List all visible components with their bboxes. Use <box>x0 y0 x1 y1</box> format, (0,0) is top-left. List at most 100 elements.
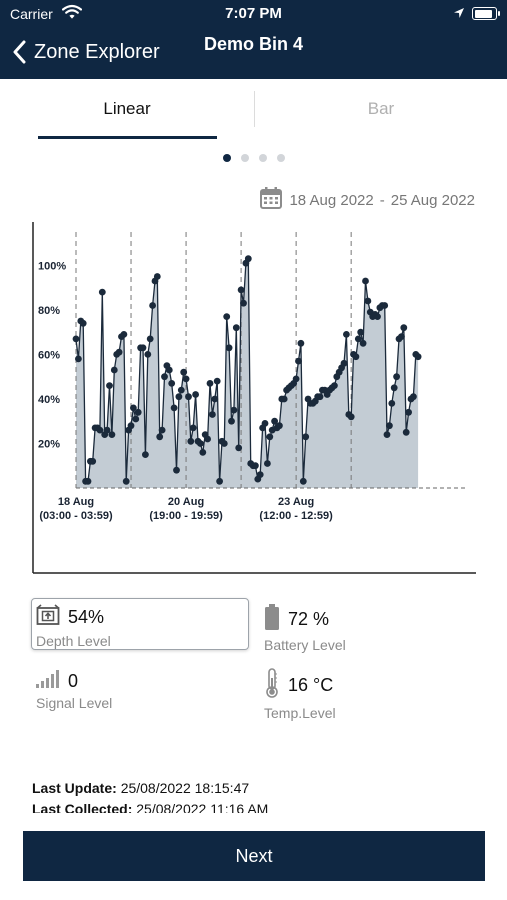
page-dot-1[interactable] <box>222 154 231 162</box>
back-button[interactable]: Zone Explorer <box>12 36 160 68</box>
data-point-76 <box>252 462 259 470</box>
x-tick-date-label: 20 Aug <box>168 496 204 508</box>
clock: 7:07 PM <box>225 5 282 22</box>
back-label: Zone Explorer <box>34 40 160 63</box>
data-point-142 <box>410 393 417 401</box>
data-point-144 <box>414 353 422 361</box>
page-title: Demo Bin 4 <box>203 34 304 54</box>
x-tick-date-label: 18 Aug <box>58 496 94 508</box>
y-tick-label: 40% <box>38 394 60 406</box>
data-point-41 <box>168 380 176 387</box>
data-point-50 <box>189 424 197 432</box>
wifi-icon <box>61 4 83 25</box>
data-point-114 <box>343 331 350 338</box>
data-point-135 <box>393 373 400 381</box>
data-point-61 <box>216 477 224 485</box>
data-point-64 <box>223 313 231 320</box>
data-point-32 <box>146 335 154 343</box>
data-point-78 <box>256 471 264 478</box>
x-tick-range-label: (03:00 - 03:59) <box>39 510 113 522</box>
data-point-57 <box>206 380 214 387</box>
data-point-24 <box>127 422 135 430</box>
data-point-113 <box>340 359 348 367</box>
date-range-end: 25 Aug 2022 <box>390 191 475 209</box>
data-point-70 <box>237 286 245 294</box>
data-point-137 <box>398 333 405 340</box>
data-point-53 <box>197 440 204 447</box>
data-point-119 <box>354 335 362 343</box>
date-range-separator: - <box>379 191 385 209</box>
next-button[interactable]: Next <box>23 831 485 881</box>
battery-icon <box>472 7 500 20</box>
data-point-38 <box>161 373 168 381</box>
thermometer-icon <box>264 668 280 703</box>
status-bar: Carrier 7:07 PM <box>0 0 507 28</box>
tab-linear[interactable]: Linear <box>103 99 151 118</box>
y-tick-label: 100% <box>38 260 66 272</box>
data-point-8 <box>89 457 97 465</box>
x-tick-range-label: (19:00 - 19:59) <box>149 510 223 522</box>
data-point-42 <box>170 404 178 412</box>
data-point-65 <box>225 344 233 352</box>
last-collected-value: 25/08/2022 11:16 AM <box>136 801 269 813</box>
data-point-11 <box>96 426 104 434</box>
data-point-51 <box>192 391 200 398</box>
data-point-97 <box>302 433 310 441</box>
data-point-26 <box>132 415 140 423</box>
data-point-139 <box>402 428 410 436</box>
data-point-67 <box>230 406 238 414</box>
data-point-49 <box>187 437 195 445</box>
data-point-16 <box>108 431 116 438</box>
data-point-88 <box>280 395 288 403</box>
data-point-103 <box>316 393 324 401</box>
chart-area-fill <box>76 258 419 488</box>
data-point-1 <box>72 335 80 343</box>
y-tick-label: 20% <box>38 438 60 450</box>
data-point-133 <box>388 400 396 407</box>
data-point-71 <box>240 299 247 307</box>
data-point-21 <box>120 331 128 338</box>
temperature-label: Temp.Level <box>264 705 336 721</box>
data-point-122 <box>362 277 369 285</box>
last-collected: Last Collected: 25/08/2022 11:16 AM <box>32 801 268 813</box>
page-dot-3[interactable] <box>258 154 267 162</box>
depth-chart[interactable]: 100% 80% 60% 40% 20% 18 Aug (03:00 - 03:59) 20 … <box>32 222 476 574</box>
page-dot-4[interactable] <box>276 154 285 162</box>
x-tick-date-label: 23 Aug <box>278 496 314 508</box>
data-point-86 <box>276 422 283 430</box>
depth-chart-svg: 100% 80% 60% 40% 20% 18 Aug (03:00 - 03:59) 20 … <box>32 222 476 574</box>
page-dot-2[interactable] <box>240 154 249 162</box>
data-point-58 <box>209 411 216 418</box>
battery-level-value: 72 % <box>288 609 330 629</box>
battery-level-label: Battery Level <box>264 637 346 653</box>
last-update: Last Update: 25/08/2022 18:15:47 <box>32 780 249 796</box>
data-point-127 <box>374 313 381 320</box>
app-header: Carrier 7:07 PM Zone Explorer Demo Bin 4 <box>0 0 507 79</box>
data-point-116 <box>347 413 355 421</box>
data-point-140 <box>405 408 412 416</box>
data-point-60 <box>213 377 221 385</box>
data-point-95 <box>297 339 305 347</box>
calendar-icon <box>259 186 283 214</box>
signal-level-value: 0 <box>68 671 79 691</box>
data-point-123 <box>364 297 372 305</box>
signal-level-stat: 0 Signal Level <box>36 670 112 711</box>
location-arrow-icon <box>453 6 465 24</box>
data-point-68 <box>232 324 240 332</box>
date-range[interactable]: 18 Aug 2022 - 25 Aug 2022 <box>259 186 475 214</box>
data-point-93 <box>292 375 300 383</box>
tab-bar[interactable]: Bar <box>367 99 395 118</box>
data-point-109 <box>331 382 338 389</box>
temperature-stat: 16 °C Temp.Level <box>264 668 336 721</box>
bin-level-icon <box>36 604 60 631</box>
data-point-30 <box>142 451 149 458</box>
data-point-44 <box>175 393 183 401</box>
data-point-35 <box>153 273 161 280</box>
depth-level-card[interactable] <box>31 598 249 650</box>
last-collected-label: Last Collected: <box>32 801 133 813</box>
x-tick-range-label: (12:00 - 12:59) <box>259 510 333 522</box>
data-point-43 <box>173 466 180 474</box>
data-point-73 <box>244 255 252 263</box>
data-point-4 <box>79 319 87 327</box>
battery-level-stat: 72 % Battery Level <box>264 604 346 653</box>
